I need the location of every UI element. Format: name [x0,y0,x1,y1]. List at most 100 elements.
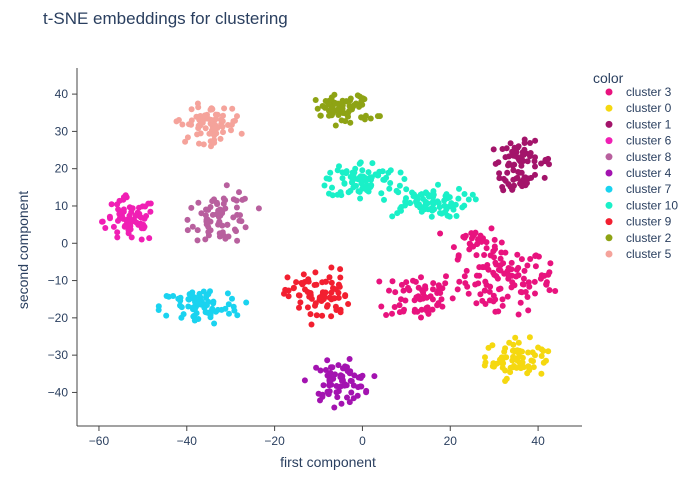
data-point [526,283,533,290]
data-point [400,287,407,294]
legend-item[interactable]: cluster 1 [605,117,672,131]
series-cluster-5 [173,100,245,150]
data-point [220,200,227,207]
data-point [529,349,536,356]
data-point [425,310,432,316]
data-point [188,106,195,113]
data-point [328,313,335,320]
legend-item[interactable]: cluster 8 [605,150,672,164]
data-point [526,367,533,374]
data-point [234,312,241,319]
data-point [349,177,356,184]
data-point [506,153,512,160]
data-point [473,300,480,307]
data-point [189,292,196,299]
data-point [387,167,394,174]
data-point [509,347,516,354]
data-point [415,284,422,291]
data-point [418,314,424,321]
data-point [513,364,520,371]
data-point [450,244,457,251]
data-point [116,211,123,217]
data-point [195,104,202,111]
data-point [515,272,522,279]
data-point [376,278,383,285]
legend-item[interactable]: cluster 4 [605,166,672,180]
data-point [357,195,364,202]
data-point [367,115,374,122]
data-point [338,117,345,124]
data-point [396,309,403,316]
data-point [327,369,334,376]
data-point [507,140,514,147]
data-point [339,175,346,182]
data-point [194,131,201,138]
data-point [527,150,534,156]
data-point [132,212,139,219]
data-point [387,180,394,186]
data-point [335,100,342,107]
data-point [359,167,366,174]
data-point [326,377,333,384]
data-point [209,106,216,112]
data-point [325,101,332,108]
data-point [308,295,315,302]
data-point [219,222,226,229]
legend-item[interactable]: cluster 7 [605,182,672,196]
series-cluster-7 [155,288,250,327]
data-point [502,345,509,352]
data-point [192,305,198,312]
data-point [312,269,319,276]
data-point [305,278,312,285]
data-point [203,221,210,228]
legend-marker [605,137,613,145]
data-point [182,138,189,145]
data-point [196,140,202,147]
data-point [525,279,532,286]
data-point [462,280,469,287]
data-point [138,221,145,228]
data-point [435,181,441,188]
data-point [410,193,417,200]
data-point [177,302,183,309]
data-point [524,158,531,165]
x-tick-label: 40 [531,434,545,448]
data-point [301,377,308,384]
data-point [200,288,207,295]
data-point [338,400,345,407]
y-tick-label: 40 [55,87,69,101]
data-point [136,204,142,211]
data-point [374,113,381,120]
y-tick-label: −20 [48,311,69,325]
data-point [532,263,539,270]
data-point [324,357,331,364]
legend-item[interactable]: cluster 3 [605,85,672,99]
data-point [358,98,365,105]
legend-item[interactable]: cluster 10 [605,198,679,212]
data-point [426,193,432,200]
chart-title: t-SNE embeddings for clustering [43,9,288,28]
data-point [521,146,528,153]
data-point [510,341,517,348]
legend-item[interactable]: cluster 0 [605,101,672,115]
legend-item[interactable]: cluster 6 [605,134,672,148]
data-point [403,195,409,202]
legend-item[interactable]: cluster 9 [605,215,672,229]
data-point [459,204,466,211]
data-point [236,189,242,196]
x-tick-label: 0 [359,434,366,448]
legend-item[interactable]: cluster 5 [605,247,672,261]
data-point [350,382,357,389]
y-tick-label: −40 [48,385,69,399]
data-point [395,189,402,196]
data-point [515,169,522,175]
data-point [116,197,123,204]
data-point [517,365,524,372]
data-point [490,360,497,367]
data-point [481,252,488,258]
legend-item[interactable]: cluster 2 [605,231,672,245]
data-point [418,208,425,215]
data-point [220,129,226,136]
data-point [163,312,170,319]
data-point [345,301,352,307]
